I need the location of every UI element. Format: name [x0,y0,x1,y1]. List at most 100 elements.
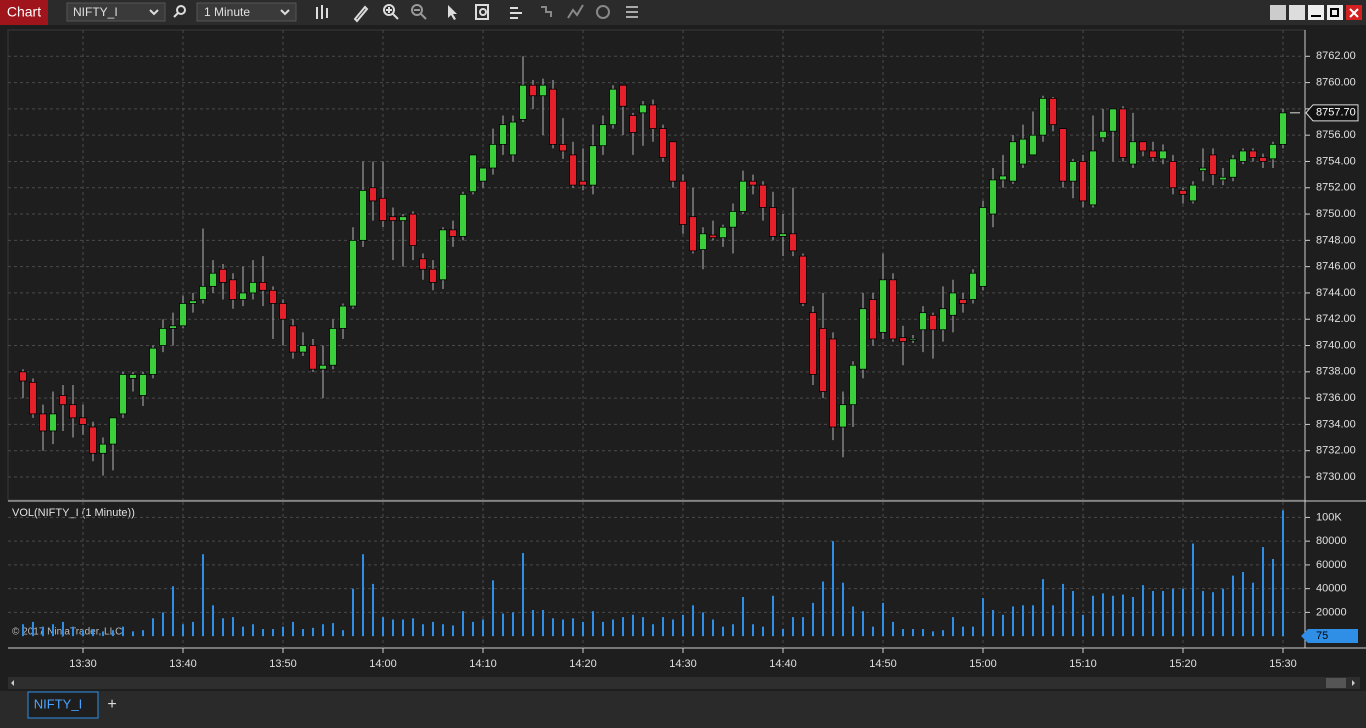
volume-bar [882,602,884,637]
candle-body [549,88,557,145]
y-tick-label: 100K [1316,511,1342,523]
candle-body [749,180,757,186]
candle-body [959,299,967,304]
volume-bar [402,619,404,637]
y-tick-label: 8732.00 [1316,445,1356,457]
y-tick-label: 8760.00 [1316,76,1356,88]
y-tick-label: 8756.00 [1316,129,1356,141]
volume-bar [722,626,724,637]
candle-body [1059,128,1067,182]
volume-bar [392,619,394,637]
volume-bar [1032,605,1034,637]
volume-bar [72,626,74,637]
volume-bar [422,624,424,637]
candle-body [889,279,897,340]
candle-body [89,426,97,454]
candle-body [149,347,157,375]
candle-body [129,374,137,379]
toolbar-icons[interactable] [316,4,638,23]
candle-body [589,145,597,186]
candle-body [1269,143,1277,160]
tab[interactable] [27,691,99,719]
volume-bar [1192,543,1194,637]
candle-body [319,364,327,370]
interval-dropdown[interactable] [196,2,297,22]
volume-bar [142,630,144,637]
volume-bar [312,627,314,637]
volume-bar [982,598,984,637]
volume-bar [452,625,454,637]
candle-body [669,141,677,182]
y-tick-label: 8742.00 [1316,313,1356,325]
candle-body [449,229,457,237]
volume-bar [112,630,114,637]
volume-bar [132,631,134,637]
candle-body [1069,161,1077,182]
candle-body [1229,158,1237,178]
candle-body [159,328,167,346]
add-tab[interactable]: + [107,696,116,713]
volume-bar [1072,591,1074,637]
volume-bar [612,619,614,637]
volume-bar [1262,547,1264,637]
y-tick-label: 8750.00 [1316,208,1356,220]
volume-bar [872,626,874,637]
volume-bar [1162,591,1164,637]
candle-body [1279,112,1287,145]
instrument-dropdown[interactable] [66,2,166,22]
x-tick-label: 15:20 [1169,658,1197,670]
volume-bar [1282,510,1284,637]
volume-bar [22,624,24,637]
x-tick-label: 14:10 [469,658,497,670]
candle-body [719,226,727,239]
candle-body [779,233,787,237]
volume-bar [492,580,494,637]
volume-bar [282,626,284,637]
last-volume-label: 75 [1316,630,1328,642]
search-icon[interactable] [173,5,186,18]
candle-body [1219,176,1227,181]
volume-bar [762,626,764,637]
volume-bar [572,618,574,637]
volume-bar [1052,605,1054,637]
candle-body [869,299,877,340]
volume-bar [1082,614,1084,637]
candle-body [969,272,977,300]
y-tick-label: 80000 [1316,535,1347,547]
scrollbar[interactable] [8,677,1360,689]
volume-bar [1272,558,1274,637]
candle-body [299,345,307,353]
candle-body [19,371,27,382]
candle-body [459,193,467,237]
volume-bar [1252,582,1254,637]
volume-bar [442,624,444,637]
candle-body [419,258,427,270]
volume-bar [1172,588,1174,637]
candle-body [429,268,437,283]
volume-bar [772,595,774,637]
candle-body [369,187,377,202]
candle-body [489,143,497,169]
x-tick-label: 13:40 [169,658,197,670]
volume-bar [1202,591,1204,637]
candle-body [389,216,397,222]
x-tick-label: 15:30 [1269,658,1297,670]
candle-body [289,325,297,353]
volume-bar [172,586,174,637]
volume-bar [892,621,894,637]
volume-bar [1012,606,1014,637]
volume-bar [902,629,904,637]
x-tick-label: 14:00 [369,658,397,670]
window-buttons[interactable] [1270,5,1362,20]
volume-bar [532,610,534,637]
volume-bar [932,631,934,637]
candle-body [839,404,847,428]
candle-body [409,213,417,247]
tab-label: NIFTY_I [34,696,82,711]
scroll-thumb[interactable] [1326,678,1346,688]
candle-body [469,154,477,193]
x-tick-label: 15:00 [969,658,997,670]
volume-bar [742,596,744,637]
y-tick-label: 8744.00 [1316,287,1356,299]
